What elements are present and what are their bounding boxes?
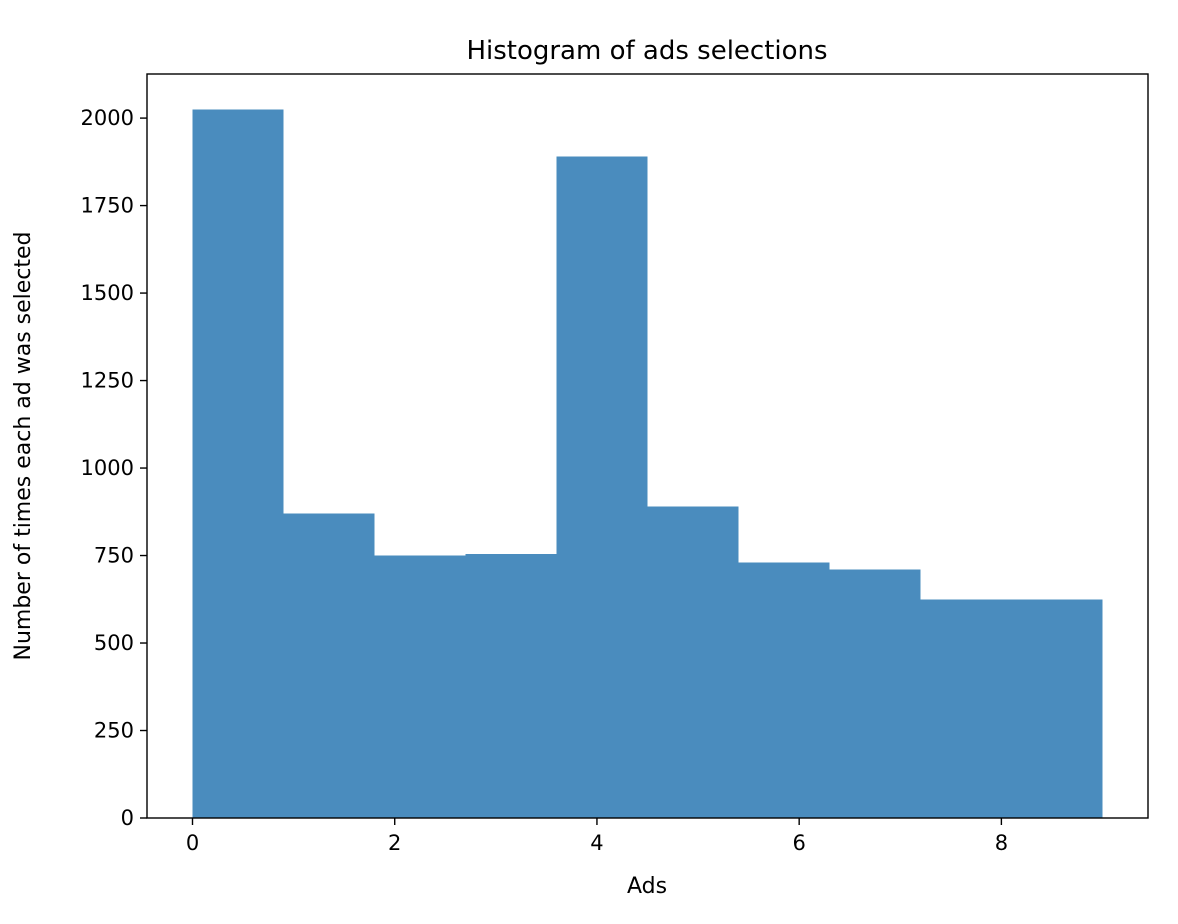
histogram-bar xyxy=(738,562,830,818)
y-tick-label: 1500 xyxy=(81,281,134,305)
x-tick-label: 6 xyxy=(792,831,805,855)
histogram-bar xyxy=(647,506,739,818)
y-tick-label: 0 xyxy=(121,806,134,830)
y-tick-label: 2000 xyxy=(81,106,134,130)
x-axis-ticks: 0 2 4 6 8 xyxy=(186,818,1008,855)
histogram-bar xyxy=(465,553,557,818)
y-tick-label: 500 xyxy=(94,631,134,655)
y-tick-label: 250 xyxy=(94,719,134,743)
axes-border xyxy=(146,73,1149,819)
histogram-bar xyxy=(920,599,1012,818)
y-tick-label: 1000 xyxy=(81,456,134,480)
y-tick-label: 1750 xyxy=(81,194,134,218)
y-tick-label: 750 xyxy=(94,544,134,568)
y-axis-label: Number of times each ad was selected xyxy=(11,231,36,660)
x-tick-label: 8 xyxy=(995,831,1008,855)
histogram-bar xyxy=(374,555,466,818)
histogram-bar xyxy=(1011,599,1103,818)
histogram-bar xyxy=(283,513,375,818)
chart-title: Histogram of ads selections xyxy=(466,36,827,66)
histogram-bar xyxy=(829,569,921,818)
x-tick-label: 4 xyxy=(590,831,603,855)
histogram-bar xyxy=(192,109,284,819)
y-tick-label: 1250 xyxy=(81,369,134,393)
y-axis-ticks: 0 250 500 750 1000 1250 1500 1750 2000 xyxy=(81,106,147,830)
x-axis-label: Ads xyxy=(627,874,667,899)
bars-group xyxy=(192,109,1103,819)
x-tick-label: 0 xyxy=(186,831,199,855)
x-tick-label: 2 xyxy=(388,831,401,855)
histogram-bar xyxy=(556,156,648,819)
